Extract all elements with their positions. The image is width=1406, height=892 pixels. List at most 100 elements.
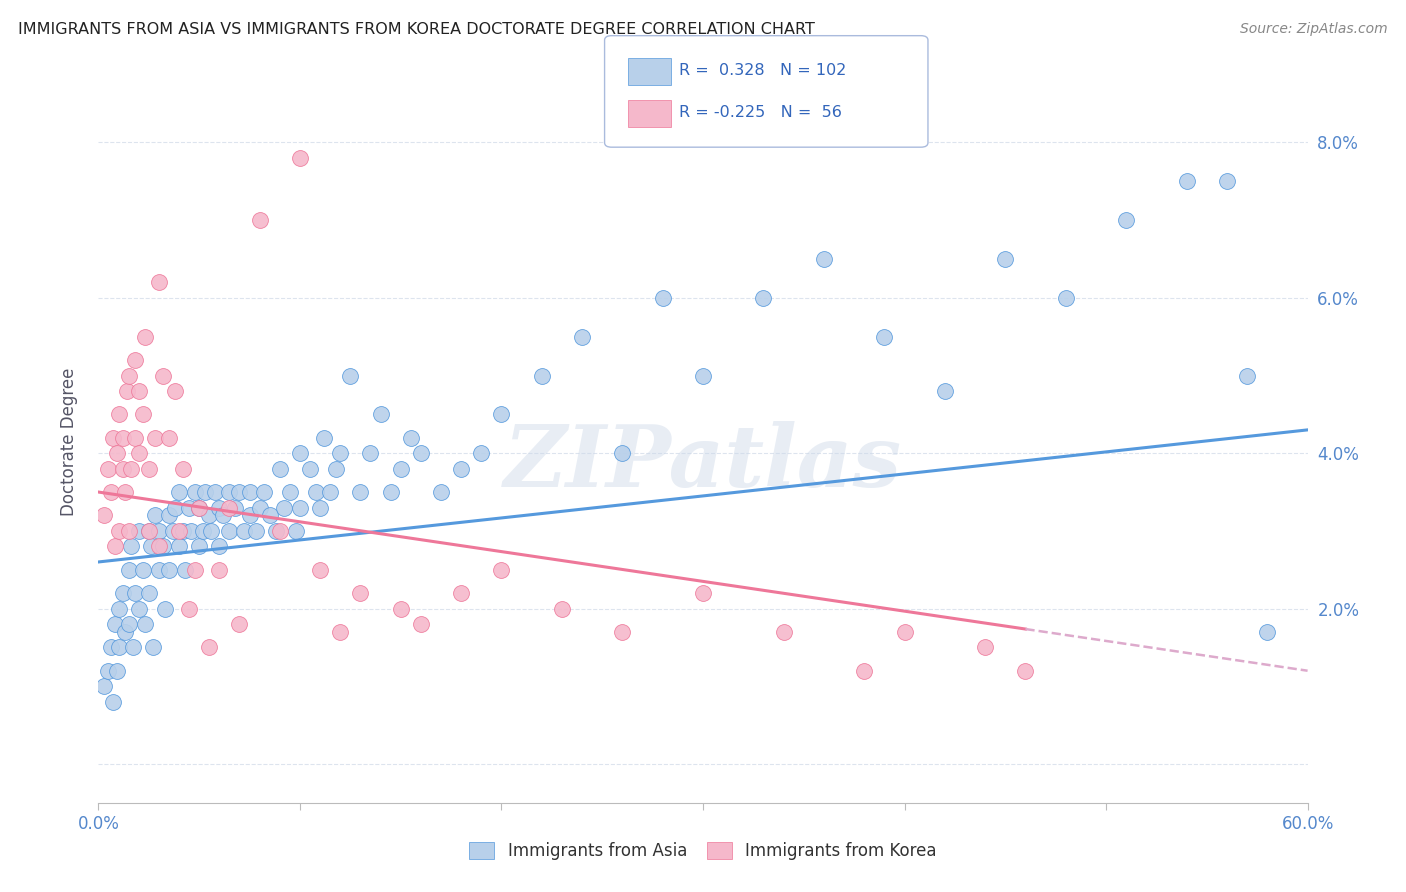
Point — [208, 540, 231, 554]
Point — [103, 617, 125, 632]
Point — [142, 640, 165, 655]
Point — [174, 563, 197, 577]
Point — [934, 384, 956, 398]
Point — [360, 446, 382, 460]
Point — [752, 291, 775, 305]
Point — [288, 151, 311, 165]
Point — [389, 601, 412, 615]
Point — [329, 446, 352, 460]
Point — [107, 640, 129, 655]
Point — [218, 524, 240, 538]
Point — [153, 601, 176, 615]
Point — [470, 446, 492, 460]
Point — [273, 500, 295, 515]
Point — [124, 431, 146, 445]
Point — [163, 500, 186, 515]
Point — [974, 640, 997, 655]
Point — [97, 461, 120, 475]
Point — [813, 252, 835, 266]
Point — [305, 485, 328, 500]
Point — [239, 508, 262, 523]
Point — [114, 624, 136, 639]
Point — [111, 586, 134, 600]
Point — [121, 640, 143, 655]
Point — [1216, 174, 1239, 188]
Point — [530, 368, 553, 383]
Point — [1014, 664, 1036, 678]
Point — [167, 485, 190, 500]
Point — [143, 431, 166, 445]
Point — [259, 508, 281, 523]
Text: ZIPatlas: ZIPatlas — [503, 421, 903, 505]
Point — [450, 461, 472, 475]
Text: R =  0.328   N = 102: R = 0.328 N = 102 — [679, 63, 846, 78]
Point — [409, 446, 432, 460]
Point — [107, 601, 129, 615]
Point — [118, 563, 141, 577]
Point — [128, 601, 150, 615]
Point — [329, 624, 352, 639]
Point — [299, 461, 322, 475]
Point — [101, 695, 124, 709]
Point — [138, 586, 160, 600]
Point — [132, 563, 155, 577]
Point — [399, 431, 422, 445]
Point — [188, 500, 211, 515]
Point — [167, 540, 190, 554]
Point — [239, 485, 262, 500]
Point — [370, 408, 392, 422]
Point — [349, 586, 371, 600]
Point — [124, 586, 146, 600]
Point — [228, 617, 250, 632]
Point — [224, 500, 246, 515]
Text: Source: ZipAtlas.com: Source: ZipAtlas.com — [1240, 22, 1388, 37]
Point — [143, 508, 166, 523]
Point — [278, 485, 301, 500]
Point — [118, 524, 141, 538]
Point — [148, 524, 170, 538]
Point — [138, 524, 160, 538]
Point — [249, 213, 271, 227]
Point — [139, 540, 162, 554]
Point — [288, 500, 311, 515]
Point — [232, 524, 254, 538]
Point — [120, 540, 142, 554]
Point — [284, 524, 307, 538]
Point — [179, 500, 201, 515]
Point — [612, 624, 634, 639]
Point — [893, 624, 915, 639]
Point — [179, 601, 201, 615]
Point — [380, 485, 402, 500]
Y-axis label: Doctorate Degree: Doctorate Degree — [59, 368, 77, 516]
Point — [107, 524, 129, 538]
Point — [692, 586, 714, 600]
Point — [111, 461, 134, 475]
Point — [93, 508, 115, 523]
Point — [212, 508, 235, 523]
Point — [264, 524, 287, 538]
Point — [114, 485, 136, 500]
Point — [167, 524, 190, 538]
Point — [269, 461, 291, 475]
Legend: Immigrants from Asia, Immigrants from Korea: Immigrants from Asia, Immigrants from Ko… — [463, 835, 943, 867]
Point — [314, 431, 336, 445]
Point — [107, 408, 129, 422]
Text: R = -0.225   N =  56: R = -0.225 N = 56 — [679, 105, 842, 120]
Point — [571, 329, 593, 343]
Point — [269, 524, 291, 538]
Point — [339, 368, 361, 383]
Point — [1236, 368, 1258, 383]
Point — [204, 485, 226, 500]
Point — [218, 485, 240, 500]
Point — [1115, 213, 1137, 227]
Point — [157, 563, 180, 577]
Point — [157, 431, 180, 445]
Point — [157, 508, 180, 523]
Point — [172, 461, 194, 475]
Point — [491, 408, 513, 422]
Point — [253, 485, 276, 500]
Point — [128, 384, 150, 398]
Point — [105, 664, 128, 678]
Point — [100, 485, 122, 500]
Point — [124, 353, 146, 368]
